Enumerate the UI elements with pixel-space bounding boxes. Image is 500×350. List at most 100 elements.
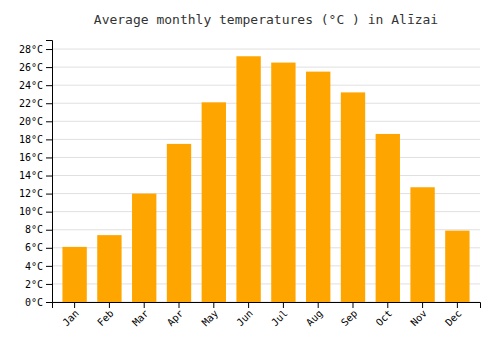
- x-tick-label: Nov: [408, 308, 429, 329]
- x-tick-label: Feb: [95, 308, 116, 329]
- bar: [341, 92, 365, 302]
- x-tick-label: Aug: [304, 308, 325, 329]
- x-tick-label: Sep: [339, 308, 360, 329]
- x-tick-label: Apr: [165, 308, 186, 329]
- bar: [410, 187, 434, 302]
- y-tick-mark: [46, 194, 52, 195]
- y-tick-label: 28°C: [19, 44, 43, 55]
- x-tick-mark: [144, 302, 145, 308]
- y-tick-mark: [46, 157, 52, 158]
- y-axis: 0°C 2°C 4°C 6°C 8°C 10°C 12°C 14°C 16°C 18°C 20°C 2…: [19, 41, 53, 308]
- y-tick-mark: [46, 230, 52, 231]
- y-tick: 2°C: [25, 279, 52, 290]
- bar: [306, 72, 330, 302]
- x-tick-label: Jan: [60, 308, 81, 329]
- y-tick-label: 6°C: [25, 242, 43, 253]
- y-tick-mark: [46, 176, 52, 177]
- y-tick: 6°C: [25, 242, 52, 253]
- y-tick-mark: [46, 103, 52, 104]
- x-tick: Dec: [443, 302, 464, 328]
- x-tick-mark: [387, 302, 388, 308]
- y-tick: 24°C: [19, 80, 52, 91]
- grid-line: [52, 67, 480, 68]
- x-tick: Jul: [269, 302, 290, 328]
- x-tick: Oct: [374, 302, 395, 328]
- y-tick-label: 12°C: [19, 188, 43, 199]
- grid-line: [52, 175, 480, 176]
- y-tick-mark: [46, 212, 52, 213]
- y-tick: 20°C: [19, 116, 52, 127]
- y-tick-mark: [46, 248, 52, 249]
- grid: [52, 49, 480, 302]
- bar: [62, 247, 86, 302]
- y-tick-label: 24°C: [19, 80, 43, 91]
- y-tick-label: 14°C: [19, 170, 43, 181]
- x-tick-mark: [248, 302, 249, 308]
- bar: [97, 235, 121, 302]
- y-tick-label: 8°C: [25, 224, 43, 235]
- x-tick-label: Jul: [269, 308, 290, 329]
- bar: [445, 231, 469, 302]
- y-tick-mark: [46, 67, 52, 68]
- y-tick-label: 10°C: [19, 206, 43, 217]
- y-axis-line: [46, 41, 53, 303]
- y-tick-label: 20°C: [19, 116, 43, 127]
- y-tick: 10°C: [19, 206, 52, 217]
- bar: [202, 102, 226, 302]
- bars: [62, 56, 469, 302]
- x-tick-mark: [318, 302, 319, 308]
- plot-area: 0°C 2°C 4°C 6°C 8°C 10°C 12°C 14°C 16°C 18°C 20°C 2…: [19, 41, 481, 329]
- grid-line: [52, 103, 480, 104]
- x-tick: Nov: [408, 302, 429, 328]
- y-tick: 12°C: [19, 188, 52, 199]
- y-tick-mark: [46, 302, 52, 303]
- x-tick-mark: [283, 302, 284, 308]
- y-tick-label: 18°C: [19, 134, 43, 145]
- grid-line: [52, 85, 480, 86]
- y-tick: 22°C: [19, 98, 52, 109]
- y-tick-mark: [46, 49, 52, 50]
- x-tick-label: Dec: [443, 308, 464, 329]
- bar: [236, 56, 260, 302]
- y-tick-mark: [46, 139, 52, 140]
- y-tick-label: 0°C: [25, 297, 43, 308]
- y-tick: 0°C: [25, 297, 52, 308]
- y-tick-mark: [46, 121, 52, 122]
- x-tick-label: Mar: [130, 308, 151, 329]
- bar: [376, 134, 400, 302]
- grid-line: [52, 157, 480, 158]
- x-tick: Jan: [60, 302, 81, 328]
- y-tick-label: 22°C: [19, 98, 43, 109]
- chart-container: 0°C 2°C 4°C 6°C 8°C 10°C 12°C 14°C 16°C 18°C 20°C 2…: [0, 0, 500, 350]
- x-tick-mark: [74, 302, 75, 308]
- x-axis: Jan Feb Mar Apr May Jun Jul Aug Sep Oct Nov Dec: [53, 302, 481, 328]
- y-tick-mark: [46, 266, 52, 267]
- bar: [132, 194, 156, 302]
- y-tick: 4°C: [25, 261, 52, 272]
- y-tick-label: 26°C: [19, 62, 43, 73]
- x-tick: Feb: [95, 302, 116, 328]
- y-tick-label: 4°C: [25, 261, 43, 272]
- y-tick: 16°C: [19, 152, 52, 163]
- grid-line: [52, 121, 480, 122]
- x-tick: Apr: [165, 302, 186, 328]
- y-tick: 8°C: [25, 224, 52, 235]
- x-tick-label: May: [200, 308, 221, 329]
- y-tick-label: 16°C: [19, 152, 43, 163]
- x-tick-mark: [213, 302, 214, 308]
- x-tick: Mar: [130, 302, 151, 328]
- x-axis-line: [53, 303, 481, 309]
- grid-line: [52, 49, 480, 50]
- y-tick-mark: [46, 284, 52, 285]
- y-tick: 14°C: [19, 170, 52, 181]
- y-tick-label: 2°C: [25, 279, 43, 290]
- x-tick: Jun: [234, 302, 255, 328]
- x-tick: Aug: [304, 302, 325, 328]
- x-tick-mark: [422, 302, 423, 308]
- y-tick-mark: [46, 85, 52, 86]
- x-tick: Sep: [339, 302, 360, 328]
- x-tick: May: [200, 302, 221, 328]
- x-tick-mark: [457, 302, 458, 308]
- x-tick-label: Oct: [374, 308, 395, 329]
- x-tick-mark: [352, 302, 353, 308]
